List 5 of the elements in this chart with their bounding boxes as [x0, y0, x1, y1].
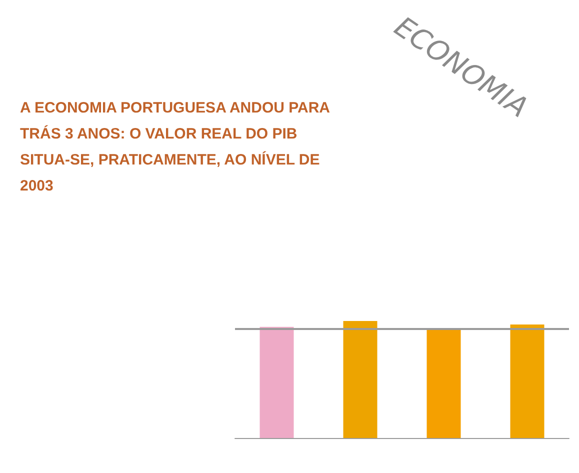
bar [510, 324, 544, 438]
bar [343, 321, 378, 438]
chart-subtitle: A ECONOMIA PORTUGUESA ANDOU PARA TRÁS 3 ANOS: O VALOR REAL DO PIB SITUA-SE, PRATICAMENTE, AO NÍVEL DE 2003 [20, 100, 334, 194]
bar [260, 326, 294, 438]
bar [426, 329, 461, 438]
